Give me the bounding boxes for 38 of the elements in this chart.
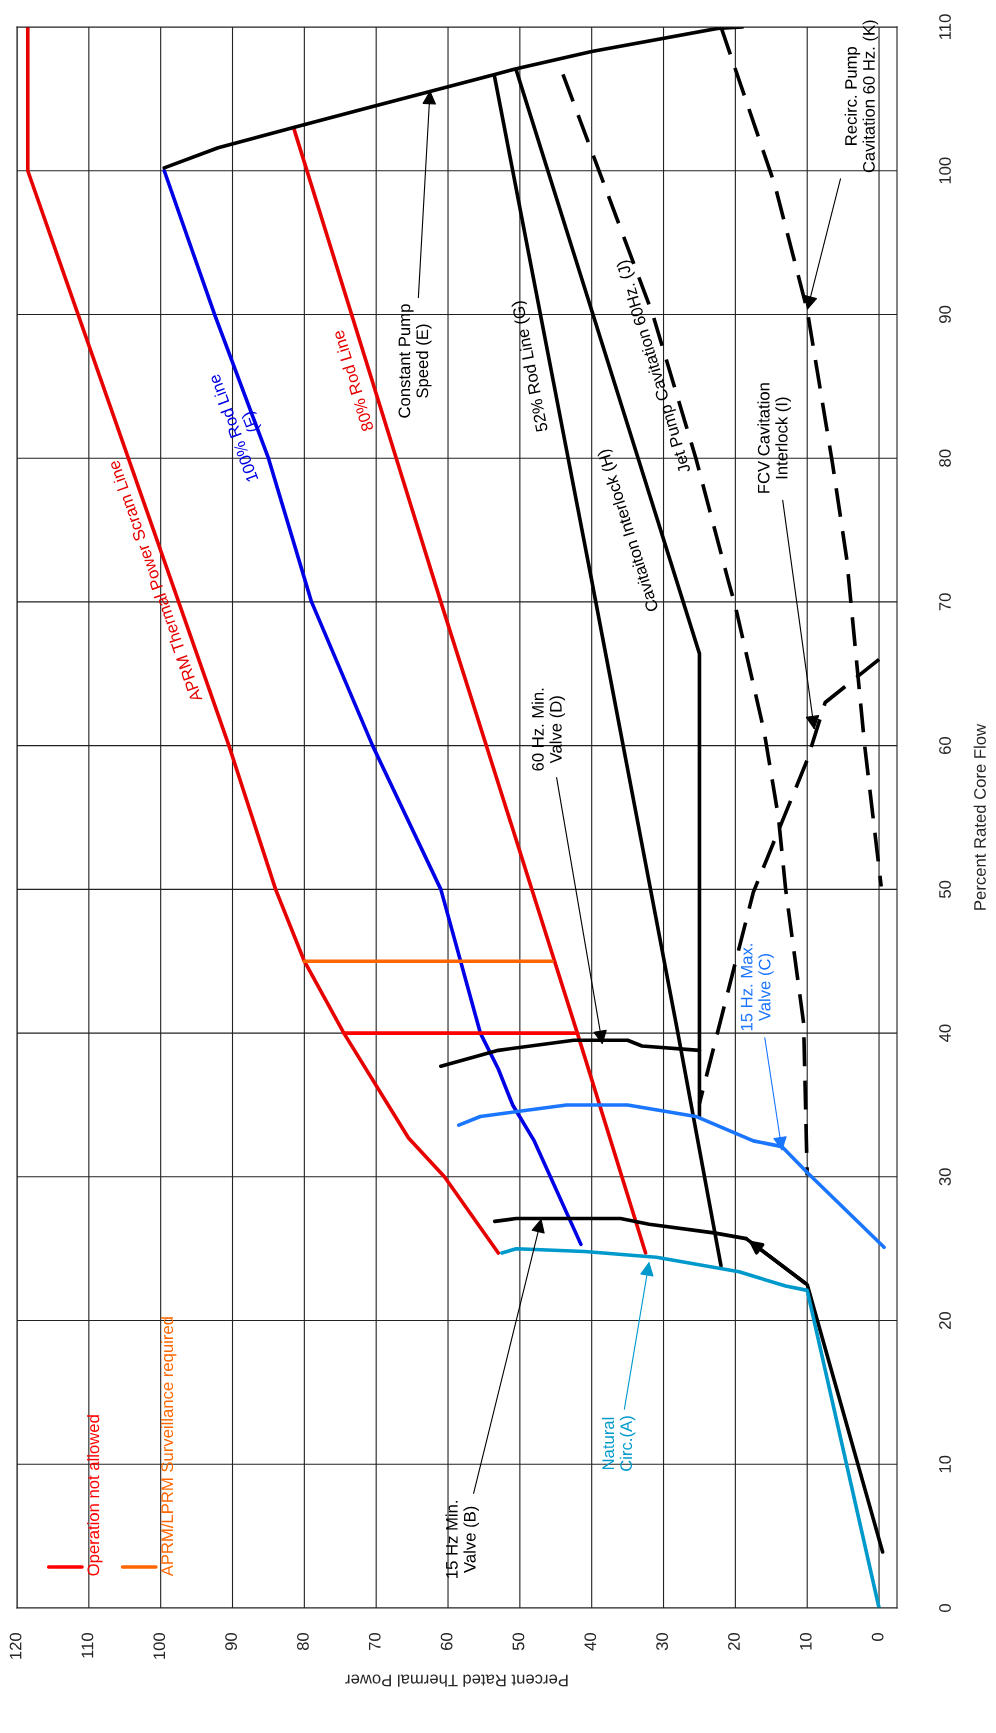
annotation: Natural Circ.(A) xyxy=(601,1416,636,1471)
y-tick-label: 30 xyxy=(939,1168,951,1186)
x-tick-label: 70 xyxy=(368,1632,381,1650)
y-tick-label: 50 xyxy=(939,880,951,898)
y-tick-label: 0 xyxy=(939,1604,951,1612)
y-axis-title: Percent Rated Core Flow xyxy=(973,723,986,910)
x-tick-label: 120 xyxy=(9,1632,22,1659)
y-tick-label: 70 xyxy=(939,593,951,611)
x-tick-label: 110 xyxy=(81,1632,94,1658)
y-tick-label: 60 xyxy=(939,737,951,755)
x-tick-label: 90 xyxy=(225,1632,237,1651)
x-tick-label: 10 xyxy=(799,1632,812,1650)
y-tick-label: 80 xyxy=(939,449,951,467)
text: 52% Rod Line (G) xyxy=(510,300,552,433)
y-tick-label: 110 xyxy=(939,14,951,40)
y-tick-label: 10 xyxy=(939,1455,951,1473)
x-tick-label: 60 xyxy=(440,1632,453,1650)
x-tick-label: 20 xyxy=(728,1632,740,1650)
y-tick-label: 100 xyxy=(939,157,951,184)
text: APRM/LPRM Surveillance required xyxy=(160,1317,177,1577)
annotation: 15 Hz. Max. Valve (C) xyxy=(740,944,774,1031)
x-tick-label: 50 xyxy=(512,1632,525,1651)
annotation: FCV Cavitation Interlock (I) xyxy=(757,383,791,493)
text: 80% Rod Line xyxy=(331,329,374,432)
y-tick-label: 90 xyxy=(939,305,951,323)
x-tick-label: 100 xyxy=(153,1632,166,1659)
x-axis-title: Percent Rated Thermal Power xyxy=(345,1674,568,1687)
text: Operation not allowed xyxy=(87,1415,103,1576)
annotation: 60 Hz. Min. Valve (D) xyxy=(531,688,566,771)
x-tick-label: 30 xyxy=(656,1632,668,1651)
y-tick-label: 20 xyxy=(939,1311,951,1329)
x-tick-label: 80 xyxy=(297,1632,309,1651)
annotation: 15 Hz Min. Valve (B) xyxy=(445,1501,479,1578)
annotation: Constant Pump Speed (E) xyxy=(398,304,432,418)
x-tick-label: 0 xyxy=(871,1632,884,1641)
y-tick-label: 40 xyxy=(939,1024,951,1042)
annotation: Recirc. Pump Cavitation 60 Hz. (K) xyxy=(844,20,879,173)
x-tick-label: 40 xyxy=(584,1632,597,1651)
